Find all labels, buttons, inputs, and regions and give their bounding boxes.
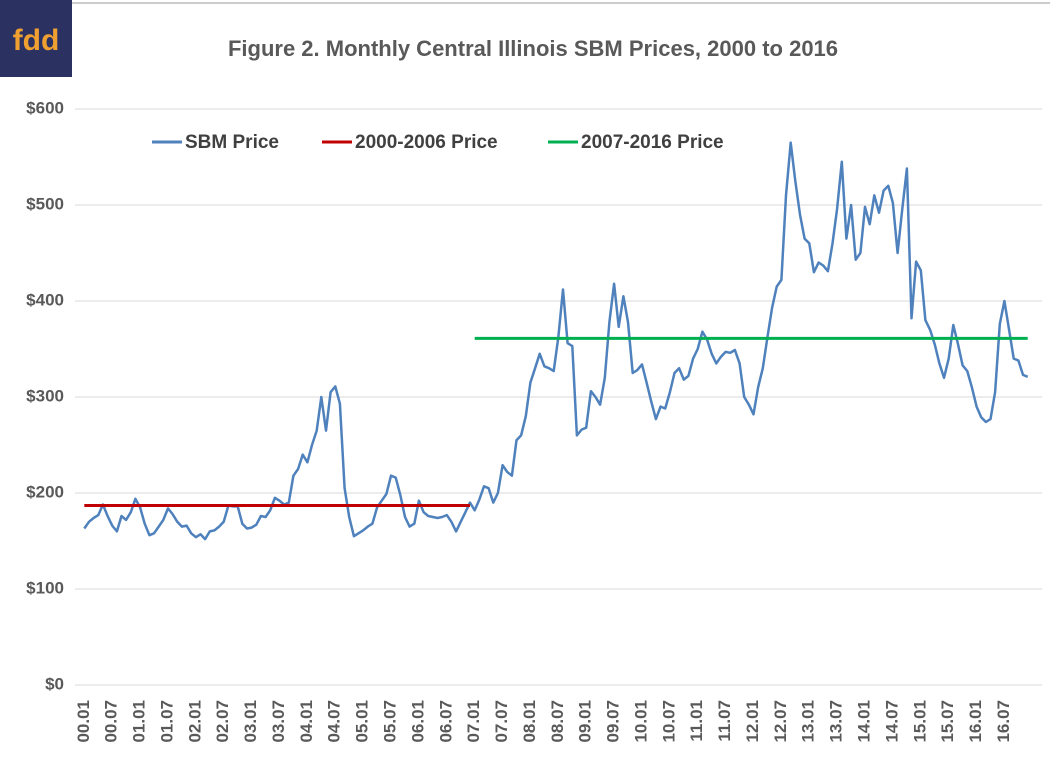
x-tick-label: 01.01 — [130, 700, 149, 743]
x-tick-label: 08.07 — [548, 700, 567, 743]
x-tick-label: 14.07 — [882, 700, 901, 743]
y-tick-label: $0 — [45, 674, 64, 693]
y-tick-label: $400 — [26, 290, 64, 309]
legend-label: 2007-2016 Price — [581, 132, 724, 153]
x-tick-label: 15.01 — [910, 700, 929, 743]
legend-label: 2000-2006 Price — [355, 132, 498, 153]
x-tick-label: 05.01 — [353, 700, 372, 743]
series-line — [83, 141, 1029, 541]
x-tick-label: 02.07 — [213, 700, 232, 743]
x-tick-label: 11.01 — [687, 700, 706, 742]
x-tick-label: 13.01 — [799, 700, 818, 743]
x-tick-label: 05.07 — [381, 700, 400, 743]
logo-box — [0, 0, 72, 77]
y-tick-label: $500 — [26, 194, 64, 213]
x-tick-label: 10.01 — [631, 700, 650, 743]
x-tick-label: 06.01 — [408, 700, 427, 743]
x-tick-label: 00.01 — [74, 700, 93, 743]
x-tick-label: 10.07 — [659, 700, 678, 743]
x-tick-label: 01.07 — [157, 700, 176, 743]
x-tick-label: 07.07 — [492, 700, 511, 743]
x-tick-label: 12.07 — [771, 700, 790, 743]
x-tick-label: 08.01 — [520, 700, 539, 743]
x-tick-label: 16.07 — [994, 700, 1013, 743]
y-tick-label: $100 — [26, 578, 64, 597]
x-tick-label: 00.07 — [102, 700, 121, 743]
x-tick-label: 11.07 — [715, 700, 734, 742]
x-tick-label: 09.07 — [604, 700, 623, 743]
x-tick-label: 03.07 — [269, 700, 288, 743]
x-tick-label: 16.01 — [966, 700, 985, 743]
x-tick-label: 02.01 — [185, 700, 204, 743]
x-tick-label: 13.07 — [827, 700, 846, 743]
y-tick-label: $200 — [26, 482, 64, 501]
x-tick-label: 06.07 — [436, 700, 455, 743]
y-tick-label: $300 — [26, 386, 64, 405]
x-tick-label: 15.07 — [938, 700, 957, 743]
x-tick-label: 04.01 — [297, 700, 316, 743]
x-tick-label: 03.01 — [241, 700, 260, 743]
x-tick-label: 12.01 — [743, 700, 762, 743]
x-tick-label: 07.01 — [464, 700, 483, 743]
chart-title: Figure 2. Monthly Central Illinois SBM P… — [228, 36, 838, 61]
logo: fdd — [13, 24, 60, 57]
x-tick-label: 04.07 — [325, 700, 344, 743]
x-tick-label: 09.01 — [576, 700, 595, 743]
y-tick-label: $600 — [26, 98, 64, 117]
x-tick-label: 14.01 — [855, 700, 874, 743]
legend-label: SBM Price — [185, 132, 279, 153]
